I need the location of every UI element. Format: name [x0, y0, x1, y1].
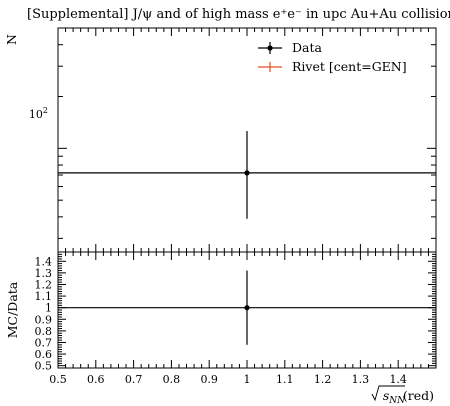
x-tick-label: 1.3 — [352, 373, 370, 386]
ratio-y-tick-label: 0.9 — [35, 313, 53, 326]
ratio-y-tick-label: 1.3 — [35, 267, 53, 280]
main-y-axis-label: N — [4, 34, 19, 45]
legend-entry-data: Data — [258, 40, 322, 55]
legend: Data Rivet [cent=GEN] — [258, 40, 407, 74]
ratio-data-point — [244, 305, 250, 311]
ratio-y-axis-label: MC/Data — [5, 281, 20, 338]
legend-entry-rivet: Rivet [cent=GEN] — [258, 59, 407, 74]
ratio-data-points — [58, 270, 436, 345]
legend-label-rivet: Rivet [cent=GEN] — [292, 59, 407, 74]
ratio-y-tick-label: 0.7 — [35, 336, 53, 349]
main-data-points — [58, 131, 436, 219]
x-tick-label: 0.8 — [163, 373, 181, 386]
x-tick-label: 0.6 — [87, 373, 105, 386]
x-tick-label: 0.5 — [49, 373, 67, 386]
ratio-y-tick-label: 1 — [45, 302, 52, 315]
ratio-y-tick-label: 1.1 — [35, 290, 53, 303]
main-data-point — [244, 170, 250, 176]
ratio-y-tick-label: 1.2 — [35, 278, 53, 291]
main-y-ticks — [58, 44, 436, 239]
main-y-tick-label-100: 102 — [29, 106, 48, 121]
x-tick-label: 0.9 — [200, 373, 218, 386]
x-axis-label: (red) sNN — [371, 385, 434, 406]
x-tick-label: 1.2 — [314, 373, 332, 386]
x-tick-label: 1.1 — [276, 373, 294, 386]
x-axis-ticks: 0.5 0.6 0.7 0.8 0.9 1 1.1 1.2 1.3 1.4 — [49, 28, 437, 386]
chart-title: [Supplemental] J/ψ and of high mass e⁺e⁻… — [27, 7, 450, 22]
svg-text:(red): (red) — [403, 388, 434, 403]
x-tick-label: 1.4 — [389, 373, 407, 386]
x-tick-label: 1 — [244, 373, 251, 386]
ratio-y-tick-label: 0.6 — [35, 348, 53, 361]
ratio-y-ticks: 0.50.60.70.80.911.11.21.31.4 — [35, 251, 436, 373]
legend-label-data: Data — [292, 40, 322, 55]
ratio-y-tick-label: 1.4 — [35, 255, 53, 268]
x-tick-label: 0.7 — [125, 373, 143, 386]
ratio-y-tick-label: 0.8 — [35, 325, 53, 338]
ratio-y-tick-label: 0.5 — [35, 360, 53, 373]
